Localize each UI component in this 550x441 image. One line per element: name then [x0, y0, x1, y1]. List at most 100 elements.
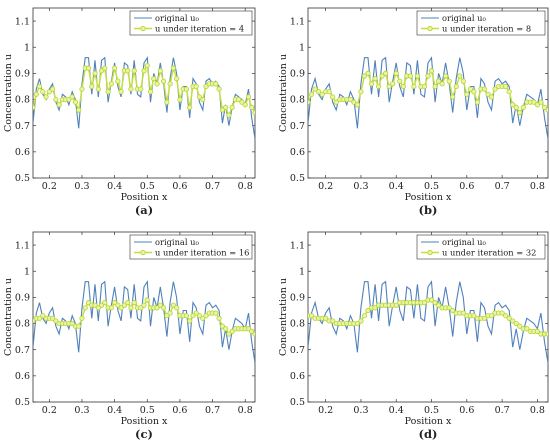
- data-point: [160, 305, 167, 311]
- y-tick-label: 1.1: [15, 240, 30, 251]
- data-point: [115, 302, 121, 308]
- data-point: [229, 328, 235, 334]
- y-tick-label: 0.7: [290, 121, 305, 132]
- data-point: [69, 320, 75, 327]
- data-point: [160, 78, 167, 84]
- data-point: [510, 318, 516, 324]
- data-point: [157, 68, 163, 74]
- y-tick-label: 1.1: [290, 240, 305, 251]
- y-tick-label: 0.7: [290, 345, 305, 356]
- data-point: [203, 313, 209, 319]
- data-point: [108, 81, 114, 87]
- x-tick-label: 0.4: [389, 405, 404, 416]
- data-point: [308, 99, 311, 105]
- data-point: [229, 104, 235, 110]
- legend-marker: [427, 25, 433, 32]
- data-point: [223, 326, 229, 332]
- data-point: [513, 320, 519, 327]
- data-point: [520, 104, 526, 110]
- data-point: [245, 94, 252, 100]
- data-point: [141, 68, 147, 74]
- data-point: [432, 83, 438, 90]
- data-point: [333, 99, 339, 105]
- x-tick-label: 0.7: [495, 405, 510, 416]
- data-point: [85, 65, 92, 71]
- data-point: [46, 89, 52, 95]
- x-axis-label: Position x: [405, 416, 452, 427]
- y-tick-label: 1: [299, 266, 305, 277]
- data-point: [95, 86, 101, 92]
- data-point: [219, 323, 225, 329]
- legend: original u₀u under iteration = 16: [129, 234, 253, 260]
- data-point: [534, 102, 541, 108]
- y-tick-label: 0.5: [15, 397, 30, 408]
- data-point: [174, 305, 180, 311]
- x-tick-label: 0.4: [107, 181, 122, 192]
- legend: original u₀u under iteration = 8: [416, 10, 546, 36]
- chart-panel-1: 0.2 0.3 0.4 0.5 0.6 0.7 0.8 0.5 0.6 0.7 0.8 0.9 1 1.1…: [3, 7, 256, 217]
- data-point: [98, 302, 105, 308]
- x-axis-label: Position x: [121, 192, 168, 203]
- legend-entry: original u₀: [155, 13, 200, 23]
- chart-panel-4: 0.2 0.3 0.4 0.5 0.6 0.7 0.8 0.5 0.6 0.7 0.8 0.9 1 1.1…: [278, 231, 549, 441]
- data-point: [141, 302, 147, 308]
- data-point: [365, 70, 371, 76]
- x-axis-label: Position x: [405, 192, 452, 203]
- data-point: [439, 81, 445, 87]
- y-axis-label: Concentration u: [3, 54, 14, 132]
- data-point: [435, 302, 442, 308]
- data-point: [351, 99, 357, 105]
- y-tick-label: 0.7: [15, 345, 30, 356]
- data-point: [66, 96, 72, 103]
- x-tick-label: 0.2: [42, 405, 57, 416]
- y-axis-label: Concentration u: [278, 278, 289, 356]
- data-point: [183, 86, 190, 92]
- data-point: [193, 83, 199, 90]
- data-point: [506, 89, 512, 95]
- data-point: [239, 99, 245, 105]
- data-point: [40, 313, 46, 319]
- data-point: [196, 313, 203, 319]
- data-point: [200, 96, 206, 103]
- panel-label: (b): [419, 203, 438, 217]
- data-point: [421, 83, 428, 90]
- x-tick-label: 0.2: [318, 405, 333, 416]
- data-point: [361, 313, 368, 319]
- data-point: [488, 94, 495, 100]
- y-tick-label: 0.7: [15, 121, 30, 132]
- data-point: [187, 104, 193, 110]
- y-tick-label: 1.1: [290, 16, 305, 27]
- data-point: [503, 313, 509, 319]
- x-tick-label: 0.5: [424, 405, 439, 416]
- data-point: [485, 91, 491, 97]
- data-point: [517, 110, 523, 116]
- panel-label: (a): [135, 203, 153, 217]
- y-tick-label: 1: [24, 42, 30, 53]
- data-point: [144, 297, 150, 303]
- data-point: [53, 318, 59, 324]
- data-point: [464, 91, 470, 97]
- data-point: [223, 104, 229, 110]
- legend-marker: [140, 25, 146, 32]
- data-point: [372, 76, 378, 82]
- data-point: [534, 328, 541, 334]
- data-point: [400, 83, 406, 90]
- data-point: [92, 302, 98, 308]
- x-tick-label: 0.2: [318, 181, 333, 192]
- data-point: [513, 104, 519, 110]
- data-point: [503, 83, 509, 90]
- data-point: [538, 99, 544, 105]
- y-tick-label: 0.5: [15, 173, 30, 184]
- legend: original u₀u under iteration = 32: [416, 234, 546, 260]
- data-point: [411, 83, 417, 90]
- data-point: [164, 99, 170, 105]
- data-point: [481, 86, 488, 92]
- panel-label: (d): [419, 427, 438, 441]
- data-point: [125, 300, 131, 306]
- data-point: [545, 331, 548, 337]
- data-point: [467, 86, 473, 92]
- data-point: [79, 315, 85, 321]
- data-point: [481, 315, 488, 321]
- data-point: [531, 99, 537, 105]
- data-point: [154, 81, 160, 87]
